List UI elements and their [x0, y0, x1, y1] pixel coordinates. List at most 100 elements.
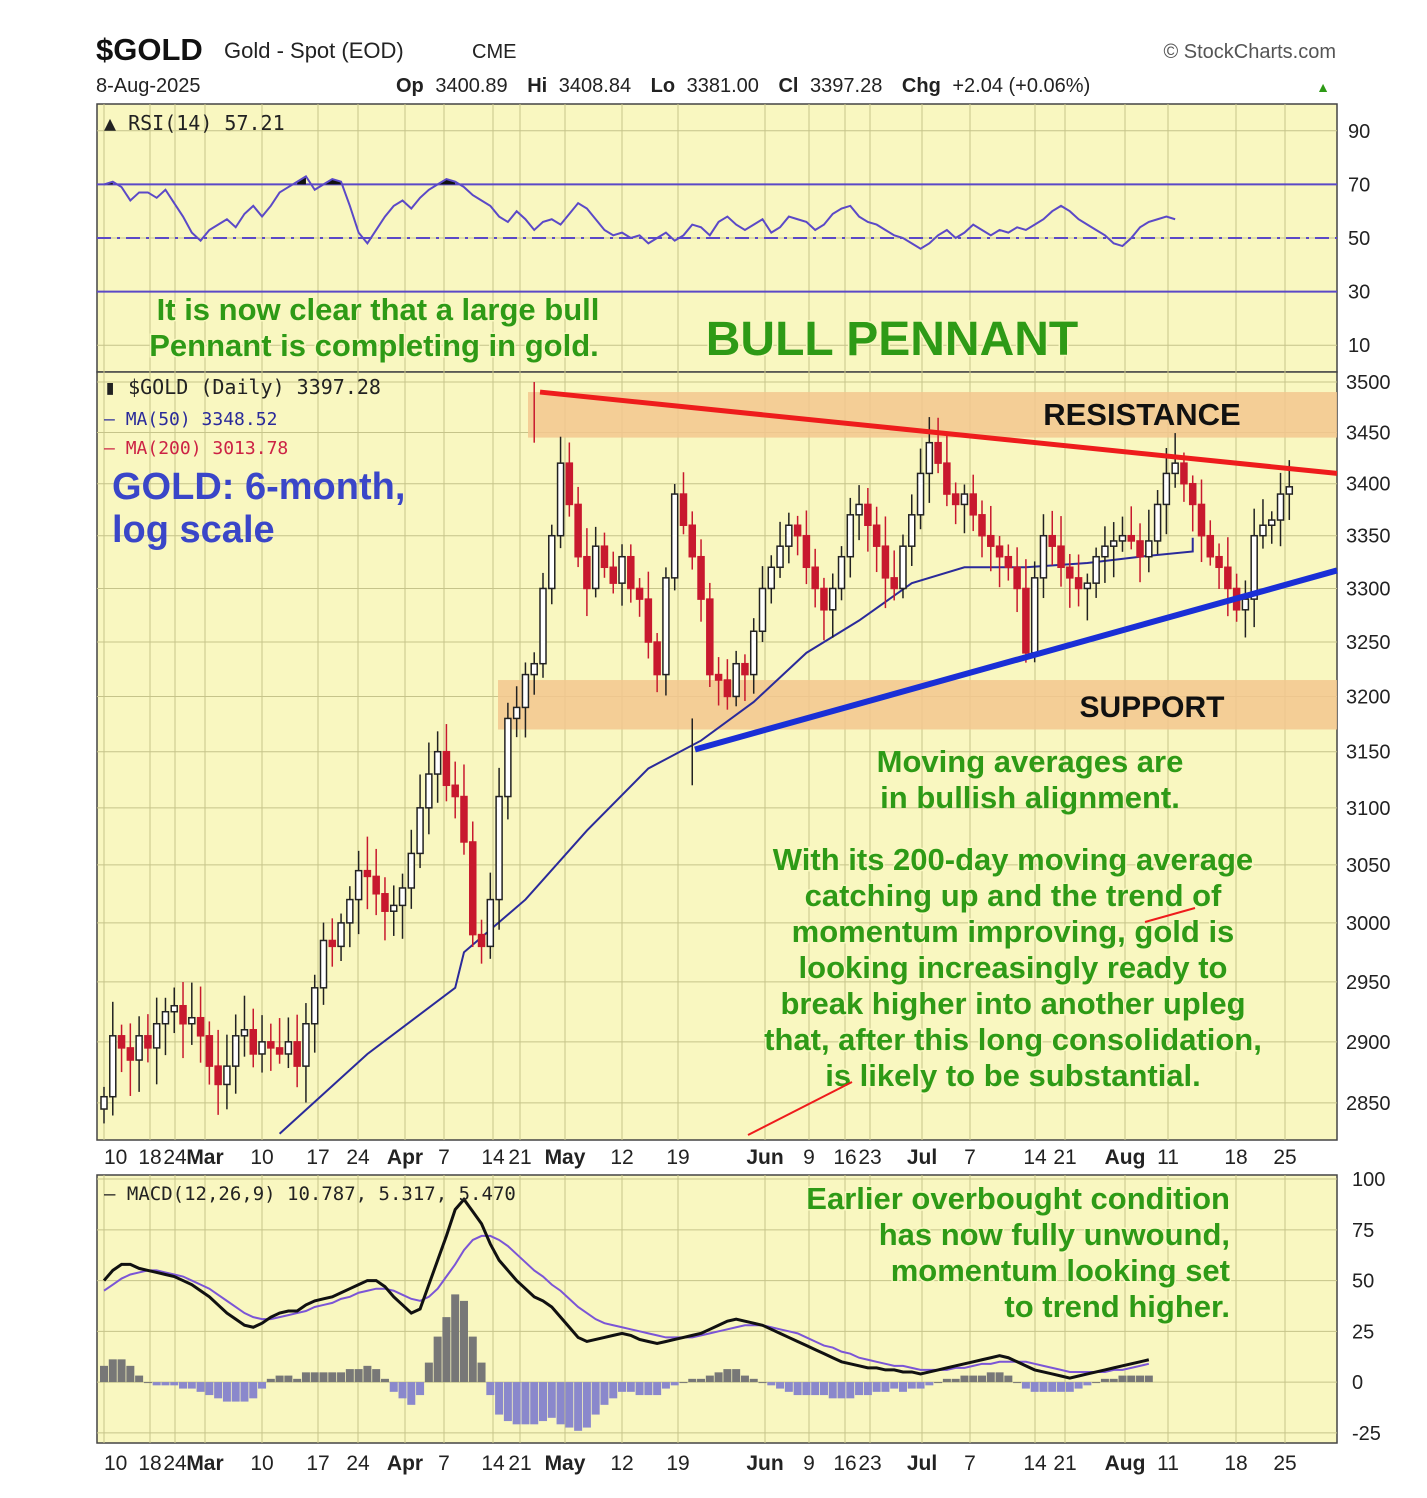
rsi-overbought-fill — [323, 179, 342, 185]
macd-histogram-bar — [1136, 1375, 1145, 1383]
macd-histogram-bar — [266, 1378, 275, 1383]
x-tick-label: 24 — [346, 1452, 370, 1475]
candle-body — [240, 1029, 249, 1037]
candle-body — [126, 1047, 135, 1061]
macd-histogram-bar — [942, 1378, 951, 1383]
macd-histogram-bar — [231, 1382, 240, 1402]
macd-histogram-bar — [723, 1369, 732, 1383]
macd-histogram-bar — [477, 1362, 486, 1383]
ma200-legend: — MA(200) 3013.78 — [104, 438, 288, 459]
macd-histogram-bar — [240, 1382, 249, 1402]
momentum-note-line: With its 200-day moving average — [773, 842, 1253, 877]
macd-histogram-bar — [161, 1382, 170, 1386]
pennant-note-line1: It is now clear that a large bull — [157, 292, 600, 327]
macd-histogram-bar — [925, 1382, 934, 1386]
macd-histogram-bar — [714, 1372, 723, 1383]
macd-histogram-bar — [697, 1378, 706, 1383]
rsi-legend-text: RSI(14) 57.21 — [128, 111, 285, 135]
candle-body — [135, 1035, 143, 1061]
price-tick-label: 3450 — [1346, 422, 1391, 444]
macd-histogram-bar — [793, 1382, 802, 1396]
candle-body — [916, 472, 925, 516]
change-value: +2.04 (+0.06%) — [952, 75, 1090, 97]
macd-histogram-bar — [740, 1375, 749, 1383]
x-tick-label: 7 — [964, 1452, 976, 1475]
candle-body — [627, 555, 635, 590]
candle-body — [117, 1035, 126, 1049]
x-tick-label: 12 — [610, 1452, 633, 1475]
macd-histogram-bar — [907, 1382, 916, 1389]
rsi-line — [103, 175, 1176, 250]
macd-histogram-bar — [1065, 1382, 1074, 1392]
candle-body — [662, 577, 670, 676]
macd-histogram-bar — [398, 1382, 407, 1399]
candle-body — [723, 679, 732, 698]
candle-body — [670, 493, 679, 579]
high-label: Hi — [527, 75, 547, 97]
candle-body — [223, 1065, 231, 1086]
candle-body — [969, 493, 977, 516]
price-tick-label: 3100 — [1346, 798, 1391, 820]
macd-histogram-bar — [969, 1375, 978, 1383]
candle-body — [837, 555, 846, 590]
macd-histogram-bar — [855, 1382, 864, 1396]
macd-histogram-bar — [1100, 1378, 1109, 1383]
price-tick-label: 3350 — [1346, 526, 1391, 548]
macd-histogram-bar — [758, 1382, 767, 1384]
x-tick-label: 14 — [1023, 1452, 1047, 1475]
candle-body — [389, 904, 398, 912]
macd-histogram-bar — [819, 1382, 828, 1396]
macd-histogram-bar — [1039, 1382, 1048, 1392]
x-tick-label: May — [545, 1452, 586, 1475]
candle-body — [521, 673, 530, 709]
candle-body — [451, 784, 459, 798]
x-tick-label: 25 — [1273, 1146, 1296, 1169]
x-tick-label: Jun — [746, 1452, 783, 1475]
candle-body — [1206, 534, 1215, 558]
symbol-title: $GOLD — [96, 32, 203, 67]
x-tick-label: 11 — [1157, 1452, 1179, 1475]
macd-histogram-bar — [539, 1382, 547, 1422]
candle-body — [1171, 462, 1179, 475]
candle-body — [802, 534, 811, 569]
macd-histogram-bar — [1030, 1382, 1039, 1392]
macd-histogram-bar — [881, 1382, 890, 1392]
x-tick-label: 24 — [163, 1146, 187, 1169]
macd-histogram-bar — [802, 1382, 811, 1396]
macd-histogram-bar — [293, 1378, 302, 1383]
macd-histogram-bar — [205, 1382, 214, 1396]
candle-body — [152, 1022, 161, 1049]
candle-body — [144, 1035, 152, 1049]
x-tick-label: Jul — [907, 1452, 937, 1475]
candle-body — [354, 869, 363, 901]
candle-body — [1030, 577, 1039, 654]
x-tick-label: Aug — [1105, 1452, 1146, 1475]
macd-histogram-bar — [863, 1382, 872, 1396]
price-tick-label: 3300 — [1346, 578, 1391, 600]
macd-histogram-bar — [284, 1375, 293, 1383]
macd-histogram-bar — [688, 1378, 697, 1383]
candle-body — [978, 514, 986, 537]
macd-histogram-bar — [249, 1382, 258, 1399]
candle-body — [1180, 462, 1188, 485]
macd-histogram-bar — [354, 1369, 363, 1383]
x-tick-label: 7 — [438, 1452, 450, 1475]
macd-histogram-bar — [767, 1382, 776, 1386]
close-value: 3397.28 — [810, 75, 882, 97]
ma50-legend: — MA(50) 3348.52 — [104, 409, 277, 430]
bull-pennant-title: BULL PENNANT — [706, 313, 1078, 366]
momentum-note-line: that, after this long consolidation, — [764, 1022, 1262, 1057]
x-tick-label: 24 — [346, 1146, 370, 1169]
candle-body — [1066, 566, 1074, 579]
symbol-description: Gold - Spot (EOD) — [224, 38, 404, 63]
macd-histogram-bar — [170, 1382, 179, 1386]
rsi-legend: ▲ RSI(14) 57.21 — [104, 111, 285, 135]
momentum-note-line: is likely to be substantial. — [825, 1058, 1201, 1093]
macd-tick-label: 100 — [1352, 1169, 1385, 1191]
candle-body — [1241, 598, 1250, 611]
candle-body — [1267, 519, 1276, 526]
candle-body — [881, 545, 890, 579]
open-value: 3400.89 — [435, 75, 507, 97]
candle-body — [1197, 503, 1206, 537]
macd-histogram-bar — [380, 1378, 389, 1383]
